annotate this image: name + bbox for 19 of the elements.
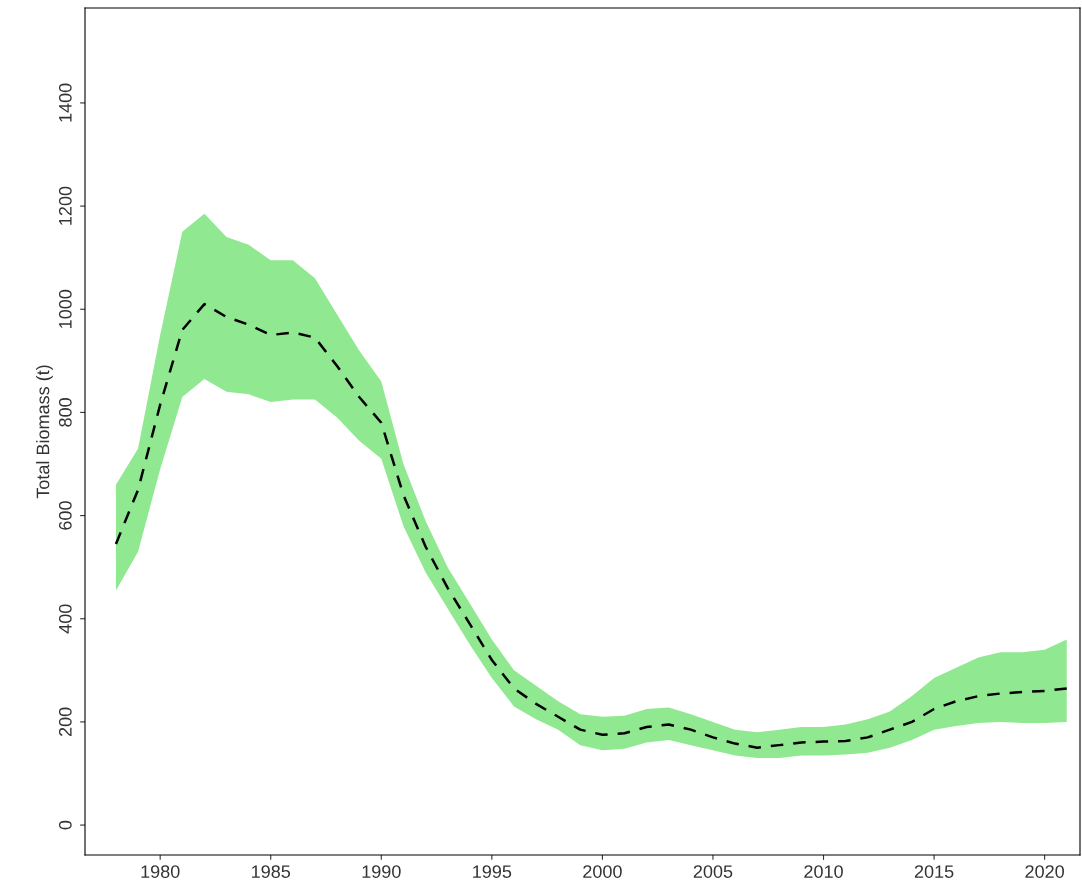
y-tick-label: 1200 [58, 186, 72, 225]
y-axis-title: Total Biomass (t) [36, 365, 53, 499]
x-tick-label: 2010 [804, 865, 843, 878]
x-tick-label: 2000 [583, 865, 622, 878]
y-tick-label: 1000 [58, 289, 72, 328]
x-tick-label: 2005 [693, 865, 733, 878]
y-tick-label: 400 [58, 604, 72, 634]
x-tick-label: 1995 [473, 865, 512, 878]
y-tick-label: 200 [58, 707, 72, 737]
x-tick-label: 1990 [362, 865, 401, 878]
x-tick-label: 2015 [914, 865, 954, 878]
y-tick-label: 0 [58, 820, 72, 830]
x-tick-label: 1985 [252, 865, 291, 878]
y-tick-label: 600 [58, 501, 72, 530]
line-series [114, 302, 1068, 749]
x-tick-label: 2020 [1025, 865, 1064, 878]
y-tick-label: 1400 [58, 83, 72, 122]
y-tick-label: 800 [58, 398, 72, 427]
x-tick-label: 1980 [141, 865, 180, 878]
